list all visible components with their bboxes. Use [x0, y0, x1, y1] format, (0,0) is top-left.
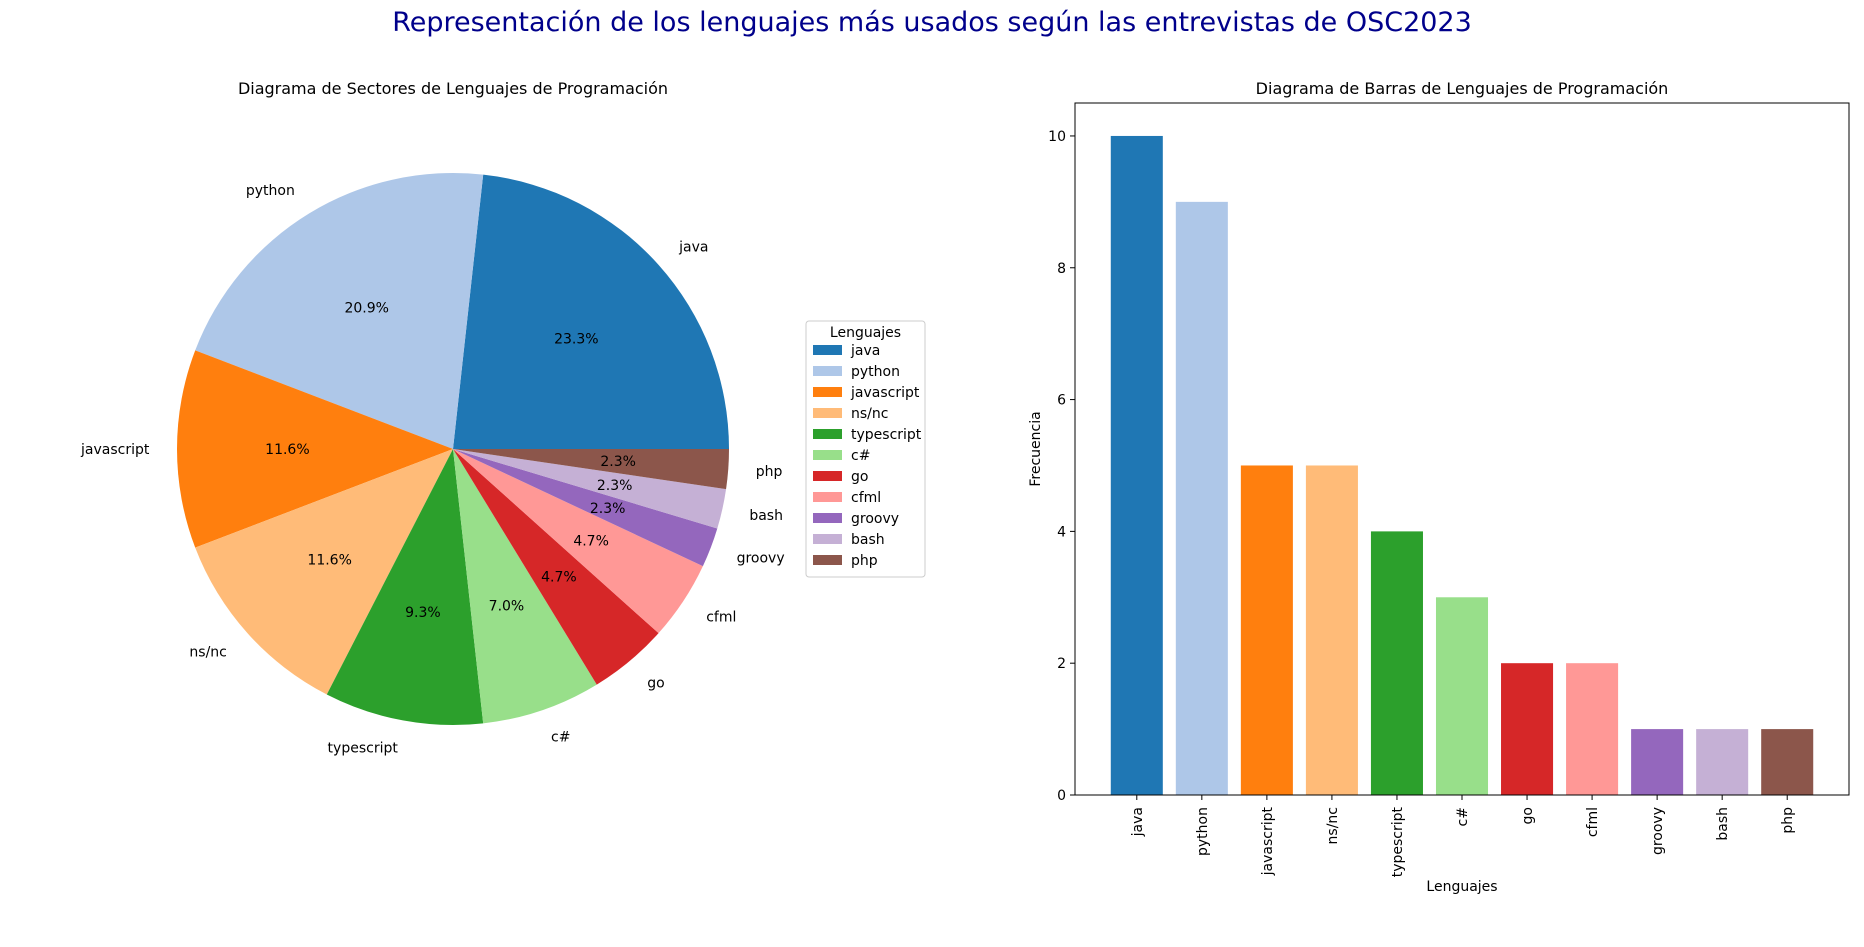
y-tick-label: 8: [1057, 261, 1066, 277]
legend-label-typescript: typescript: [851, 427, 922, 443]
bar-chart-title: Diagrama de Barras de Lenguajes de Progr…: [1256, 79, 1669, 98]
legend-swatch-cfml: [813, 492, 842, 502]
pie-percent-label-ns-nc: 11.6%: [307, 553, 351, 569]
x-tick-label-java: java: [1130, 807, 1146, 837]
pie-category-label-bash: bash: [749, 508, 783, 524]
x-tick-label-go: go: [1520, 807, 1536, 824]
pie-percent-label-java: 23.3%: [554, 331, 598, 347]
bar-csharp: [1435, 597, 1489, 795]
bar-x-axis-label: Lenguajes: [1426, 879, 1497, 895]
legend-label-csharp: c#: [851, 448, 870, 464]
pie-percent-label-bash: 2.3%: [597, 478, 633, 494]
bar-ns-nc: [1305, 465, 1358, 795]
pie-percent-label-php: 2.3%: [600, 454, 636, 470]
y-tick-label: 2: [1057, 656, 1066, 672]
legend-label-javascript: javascript: [850, 385, 920, 401]
pie-slice-python: [195, 173, 484, 450]
legend-label-ns-nc: ns/nc: [851, 406, 888, 422]
pie-category-label-go: go: [647, 675, 664, 691]
pie-percent-label-javascript: 11.6%: [265, 442, 309, 458]
bar-cfml: [1566, 663, 1619, 795]
pie-percent-label-cfml: 4.7%: [573, 533, 609, 549]
bar-x-axis-ticks: java python javascript ns/nc typescript c# go c…: [1130, 795, 1796, 877]
x-tick-label-javascript: javascript: [1260, 807, 1276, 877]
bar-go: [1501, 663, 1554, 795]
pie-category-label-java: java: [678, 239, 708, 255]
pie-slice-javascript: [177, 350, 453, 548]
legend-label-python: python: [851, 364, 900, 380]
legend-label-groovy: groovy: [851, 511, 899, 527]
legend-swatch-ns-nc: [813, 408, 842, 418]
legend-swatch-groovy: [813, 513, 842, 523]
x-tick-label-csharp: c#: [1455, 807, 1471, 826]
x-tick-label-bash: bash: [1715, 807, 1731, 841]
pie-category-label-php: php: [756, 464, 783, 480]
x-tick-label-groovy: groovy: [1650, 807, 1666, 855]
legend-label-bash: bash: [851, 532, 885, 548]
legend-swatch-javascript: [813, 387, 842, 397]
pie-slice-java: [453, 174, 729, 449]
bar-y-axis-ticks: 0 2 4 6 8 10: [1048, 129, 1075, 804]
pie-slice-bash: [453, 449, 727, 529]
bar-y-axis-label: Frecuencia: [1028, 411, 1044, 486]
pie-slice-csharp: [453, 449, 597, 724]
x-tick-label-cfml: cfml: [1585, 807, 1601, 837]
legend-title: Lenguajes: [830, 325, 901, 341]
y-tick-label: 4: [1057, 524, 1066, 540]
y-tick-label: 6: [1057, 393, 1066, 409]
bar-bash: [1696, 729, 1749, 795]
y-tick-label: 0: [1057, 788, 1066, 804]
pie-chart-panel: Diagrama de Sectores de Lenguajes de Pro…: [80, 79, 926, 757]
legend-swatch-go: [813, 471, 842, 481]
x-tick-label-python: python: [1195, 807, 1211, 856]
legend-label-cfml: cfml: [851, 490, 881, 506]
bar-chart-panel: Diagrama de Barras de Lenguajes de Progr…: [1028, 79, 1850, 895]
pie-category-label-python: python: [246, 183, 295, 199]
pie-slice-groovy: [453, 449, 718, 567]
x-tick-label-ns-nc: ns/nc: [1325, 807, 1341, 844]
pie-percent-label-typescript: 9.3%: [405, 605, 441, 621]
legend-label-go: go: [851, 469, 868, 485]
figure-title: Representación de los lenguajes más usad…: [392, 7, 1472, 38]
pie-slice-go: [453, 449, 659, 685]
x-tick-label-php: php: [1780, 807, 1796, 834]
legend-items: java python javascript ns/nc typescript c# go c…: [813, 343, 922, 569]
bar-php: [1761, 729, 1814, 795]
pie-category-label-javascript: javascript: [80, 442, 150, 458]
legend-swatch-python: [813, 366, 842, 376]
bar-groovy: [1631, 729, 1684, 795]
pie-labels: 23.3% java 20.9% python 11.6% javascript 11.6%…: [80, 183, 785, 757]
pie-percent-label-groovy: 2.3%: [590, 501, 626, 517]
legend-swatch-typescript: [813, 429, 842, 439]
pie-category-label-csharp: c#: [551, 729, 570, 745]
x-tick-label-typescript: typescript: [1390, 806, 1406, 877]
legend-label-java: java: [850, 343, 880, 359]
pie-category-label-cfml: cfml: [706, 610, 736, 626]
y-tick-label: 10: [1048, 129, 1066, 145]
pie-slice-ns-nc: [195, 449, 453, 695]
pie-percent-label-csharp: 7.0%: [489, 599, 525, 615]
bar-typescript: [1370, 531, 1423, 795]
legend-label-php: php: [851, 553, 878, 569]
pie-category-label-groovy: groovy: [737, 550, 785, 566]
legend-swatch-php: [813, 555, 842, 565]
bar-java: [1110, 135, 1163, 795]
pie-slices: [177, 173, 729, 725]
pie-chart-title: Diagrama de Sectores de Lenguajes de Pro…: [238, 79, 668, 98]
pie-slice-typescript: [326, 449, 484, 725]
bar-series: [1110, 135, 1814, 795]
pie-slice-php: [453, 449, 729, 490]
pie-percent-label-go: 4.7%: [541, 569, 577, 585]
pie-category-label-typescript: typescript: [328, 741, 399, 757]
bar-python: [1175, 201, 1228, 795]
pie-slice-cfml: [453, 449, 703, 634]
pie-category-label-ns-nc: ns/nc: [189, 645, 226, 661]
legend-swatch-java: [813, 345, 842, 355]
pie-legend: Lenguajes java python javascript ns/nc types…: [805, 320, 926, 578]
legend-swatch-bash: [813, 534, 842, 544]
legend-swatch-csharp: [813, 450, 842, 460]
bar-javascript: [1240, 465, 1293, 795]
pie-percent-label-python: 20.9%: [344, 301, 388, 317]
